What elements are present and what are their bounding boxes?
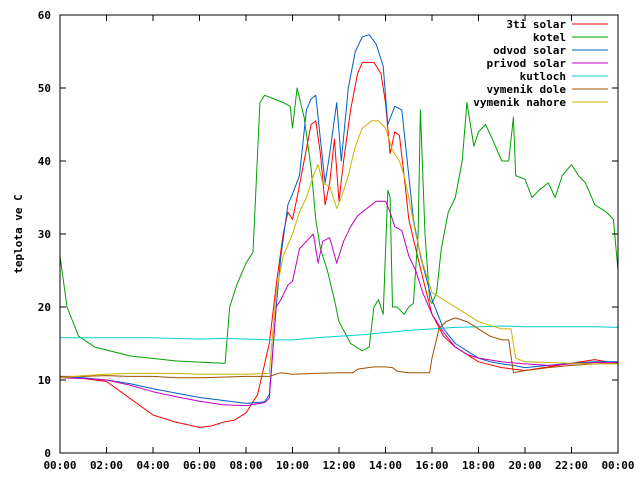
x-tick-label: 04:00	[136, 459, 169, 472]
legend-label: kutloch	[520, 70, 566, 83]
x-tick-label: 00:00	[43, 459, 76, 472]
y-tick-label: 10	[38, 374, 51, 387]
x-tick-label: 02:00	[90, 459, 123, 472]
x-tick-label: 08:00	[229, 459, 262, 472]
x-tick-label: 18:00	[462, 459, 495, 472]
series-line-7	[59, 120, 618, 379]
y-tick-label: 0	[44, 447, 51, 460]
y-axis-label: teplota ve C	[12, 194, 25, 273]
x-tick-label: 22:00	[555, 459, 588, 472]
legend-label: vymenik dole	[487, 83, 567, 96]
y-tick-label: 30	[38, 228, 51, 241]
series-line-6	[60, 317, 619, 379]
series-line-5	[60, 325, 619, 341]
y-tick-label: 20	[38, 301, 51, 314]
series-layer	[59, 34, 619, 428]
x-tick-label: 16:00	[415, 459, 448, 472]
x-tick-label: 20:00	[508, 459, 541, 472]
legend-label: 3ti solar	[506, 18, 566, 31]
x-tick-label: 10:00	[276, 459, 309, 472]
legend-label: vymenik nahore	[473, 96, 566, 109]
legend-label: kotel	[533, 31, 566, 44]
y-tick-label: 60	[38, 9, 51, 22]
y-tick-label: 40	[38, 155, 51, 168]
series-line-2	[59, 87, 619, 364]
x-tick-label: 14:00	[369, 459, 402, 472]
x-tick-label: 12:00	[322, 459, 355, 472]
x-tick-label: 00:00	[601, 459, 634, 472]
x-tick-label: 06:00	[183, 459, 216, 472]
axis-layer: 00:00 02:00 04:00 06:00 08:00 10:00 12:00 14:00…	[38, 9, 635, 472]
y-tick-label: 50	[38, 82, 51, 95]
series-line-4	[59, 200, 618, 407]
legend-label: privod solar	[487, 57, 567, 70]
legend-label: odvod solar	[493, 44, 566, 57]
